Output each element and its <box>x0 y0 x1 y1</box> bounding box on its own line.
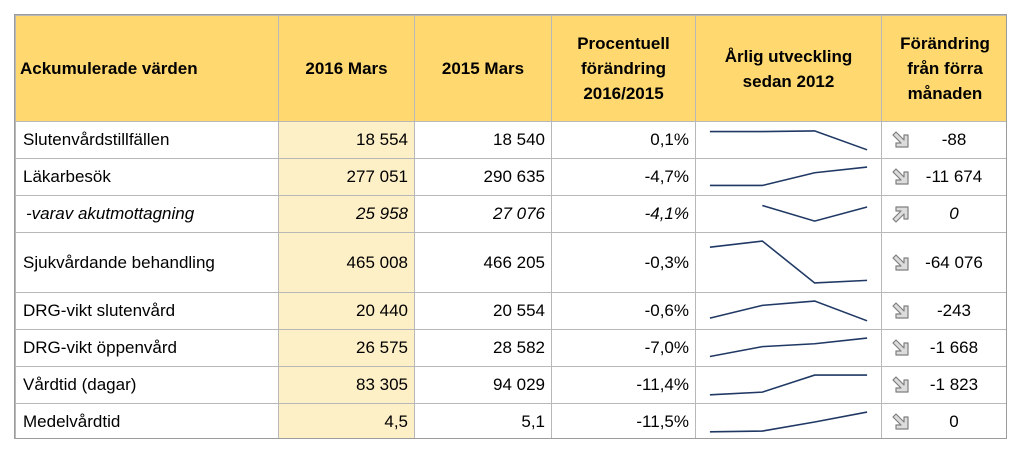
arrow-down-icon <box>890 300 912 322</box>
percent-change: -0,6% <box>551 292 696 330</box>
sparkline-path <box>709 411 868 433</box>
value-2016: 4,5 <box>278 403 415 438</box>
table-row: Vårdtid (dagar) 83 305 94 029 -11,4% -1 … <box>15 366 1006 404</box>
table-row: -varav akutmottagning 25 958 27 076 -4,1… <box>15 195 1006 233</box>
arrow-down-icon <box>890 252 912 274</box>
table-row: DRG-vikt öppenvård 26 575 28 582 -7,0% -… <box>15 329 1006 367</box>
sparkline-path <box>709 166 868 187</box>
monthly-change-cell: -88 <box>881 121 1006 159</box>
header-label: Ackumulerade värden <box>15 15 279 122</box>
table-row: Medelvårdtid 4,5 5,1 -11,5% 0 <box>15 403 1006 438</box>
row-label: DRG-vikt öppenvård <box>15 329 279 367</box>
row-label: -varav akutmottagning <box>15 195 279 233</box>
sparkline-path <box>709 374 868 396</box>
monthly-change-cell: 0 <box>881 403 1006 438</box>
monthly-change-cell: -11 674 <box>881 158 1006 196</box>
value-2015: 20 554 <box>414 292 552 330</box>
monthly-change-cell: 0 <box>881 195 1006 233</box>
trend-sparkline <box>695 329 882 367</box>
monthly-change-value: -1 668 <box>929 338 979 357</box>
value-2015: 18 540 <box>414 121 552 159</box>
value-2015: 290 635 <box>414 158 552 196</box>
sparkline-path <box>762 204 868 222</box>
percent-change: -11,4% <box>551 366 696 404</box>
row-label: Slutenvårdstillfällen <box>15 121 279 159</box>
row-label: Sjukvårdande behandling <box>15 232 279 293</box>
monthly-change-value: -243 <box>936 301 972 320</box>
monthly-change-value: -64 076 <box>925 252 983 272</box>
sparkline-path <box>709 300 868 322</box>
trend-sparkline <box>695 366 882 404</box>
percent-change: -0,3% <box>551 232 696 293</box>
row-label: DRG-vikt slutenvård <box>15 292 279 330</box>
arrow-up-icon <box>890 203 912 225</box>
value-2016: 25 958 <box>278 195 415 233</box>
row-label: Läkarbesök <box>15 158 279 196</box>
header-2015: 2015 Mars <box>414 15 552 122</box>
percent-change: -4,7% <box>551 158 696 196</box>
header-monthly-change: Förändring från förra månaden <box>881 15 1006 122</box>
trend-sparkline <box>695 292 882 330</box>
arrow-down-icon <box>890 129 912 151</box>
header-annual-trend: Årlig utveckling sedan 2012 <box>695 15 882 122</box>
value-2015: 94 029 <box>414 366 552 404</box>
row-label: Medelvårdtid <box>15 403 279 438</box>
row-label: Vårdtid (dagar) <box>15 366 279 404</box>
value-2015: 28 582 <box>414 329 552 367</box>
trend-sparkline <box>695 121 882 159</box>
value-2016: 465 008 <box>278 232 415 293</box>
arrow-down-icon <box>890 374 912 396</box>
percent-change: -4,1% <box>551 195 696 233</box>
header-row: Ackumulerade värden 2016 Mars 2015 Mars … <box>15 15 1006 122</box>
trend-sparkline <box>695 195 882 233</box>
trend-sparkline <box>695 158 882 196</box>
trend-sparkline <box>695 403 882 438</box>
value-2016: 83 305 <box>278 366 415 404</box>
sparkline-path <box>709 337 868 358</box>
header-2016: 2016 Mars <box>278 15 415 122</box>
table-row: Läkarbesök 277 051 290 635 -4,7% -11 674 <box>15 158 1006 196</box>
value-2016: 26 575 <box>278 329 415 367</box>
value-2015: 466 205 <box>414 232 552 293</box>
data-table-container: Ackumulerade värden 2016 Mars 2015 Mars … <box>14 14 1007 439</box>
table-row: DRG-vikt slutenvård 20 440 20 554 -0,6% … <box>15 292 1006 330</box>
value-2015: 5,1 <box>414 403 552 438</box>
arrow-down-icon <box>890 411 912 433</box>
monthly-change-value: 0 <box>949 412 959 431</box>
header-percent-change: Procentuell förändring 2016/2015 <box>551 15 696 122</box>
monthly-change-cell: -1 668 <box>881 329 1006 367</box>
sparkline-path <box>709 130 868 151</box>
table-row: Slutenvårdstillfällen 18 554 18 540 0,1%… <box>15 121 1006 159</box>
monthly-change-value: 0 <box>949 204 959 223</box>
percent-change: 0,1% <box>551 121 696 159</box>
monthly-change-value: -11 674 <box>925 167 983 186</box>
arrow-down-icon <box>890 337 912 359</box>
statistics-table: Ackumulerade värden 2016 Mars 2015 Mars … <box>15 15 1006 438</box>
monthly-change-cell: -1 823 <box>881 366 1006 404</box>
value-2016: 20 440 <box>278 292 415 330</box>
trend-sparkline <box>695 232 882 293</box>
sparkline-path <box>709 240 868 284</box>
value-2015: 27 076 <box>414 195 552 233</box>
value-2016: 18 554 <box>278 121 415 159</box>
percent-change: -7,0% <box>551 329 696 367</box>
monthly-change-cell: -64 076 <box>881 232 1006 293</box>
percent-change: -11,5% <box>551 403 696 438</box>
monthly-change-value: -88 <box>941 130 967 149</box>
arrow-down-icon <box>890 166 912 188</box>
table-row: Sjukvårdande behandling 465 008 466 205 … <box>15 232 1006 293</box>
monthly-change-cell: -243 <box>881 292 1006 330</box>
monthly-change-value: -1 823 <box>929 375 979 394</box>
value-2016: 277 051 <box>278 158 415 196</box>
